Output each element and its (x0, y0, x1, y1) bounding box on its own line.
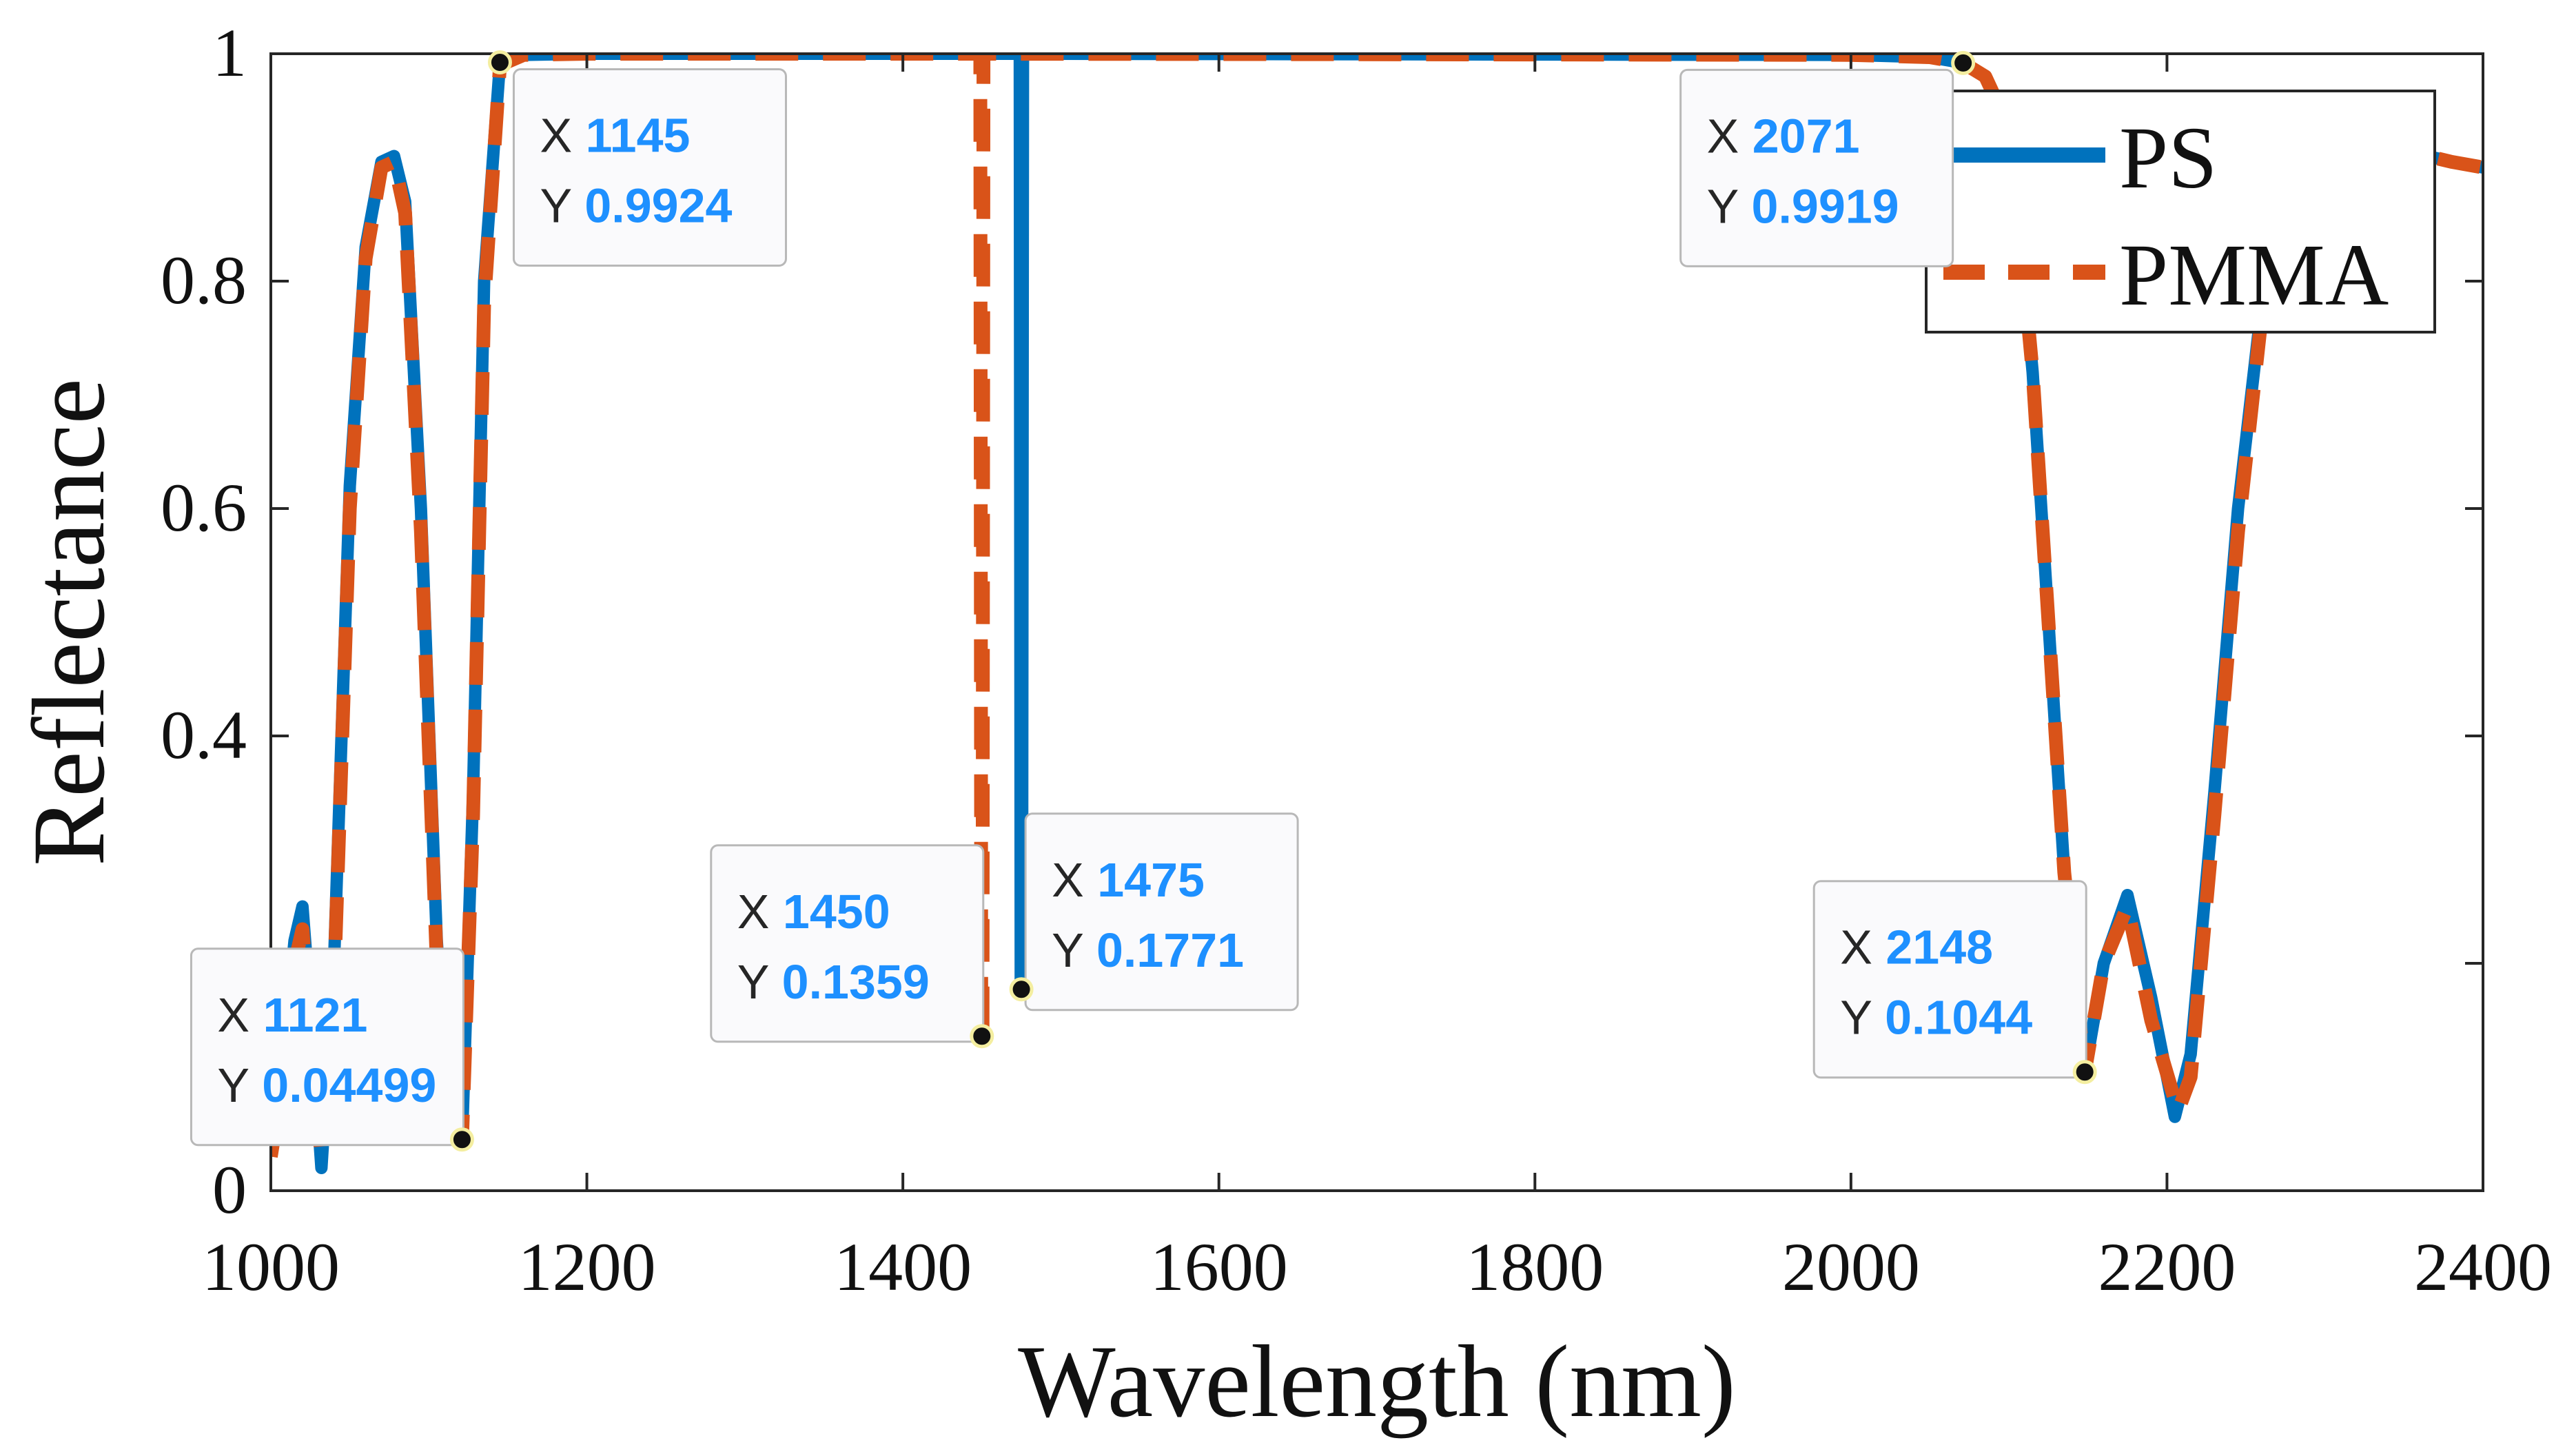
datatip-marker[interactable] (1009, 977, 1034, 1002)
datatip-marker[interactable] (1951, 50, 1976, 75)
datatip-row: X 1475 (1052, 853, 1205, 907)
datatip-value: 0.1044 (1885, 991, 2032, 1045)
datatip-key: Y (540, 179, 584, 233)
datatip-marker[interactable] (2072, 1060, 2097, 1085)
datatip-key: Y (1707, 179, 1752, 233)
x-tick-label: 1400 (834, 1229, 972, 1305)
datatip-key: X (737, 885, 783, 939)
x-tick-label: 1200 (518, 1229, 656, 1305)
x-tick-label: 2000 (1782, 1229, 1920, 1305)
datatip-row: Y 0.9924 (540, 179, 732, 233)
datatip-marker[interactable] (449, 1127, 474, 1152)
datatip-value: 0.1359 (782, 955, 930, 1009)
datatip-row: X 1145 (540, 109, 690, 163)
datatip-marker[interactable] (487, 50, 512, 75)
datatip-value: 0.04499 (262, 1058, 436, 1112)
datatip-value: 0.9919 (1752, 179, 1899, 233)
datatip-value: 2071 (1752, 109, 1860, 163)
datatip-key: X (540, 109, 585, 163)
datatip-key: X (217, 988, 263, 1042)
x-tick-label: 1000 (202, 1229, 340, 1305)
datatip-key: X (1052, 853, 1097, 907)
x-tick-label: 1800 (1466, 1229, 1604, 1305)
datatip-box (512, 68, 787, 267)
y-tick-label: 0.6 (161, 469, 247, 546)
legend: PS PMMA (1925, 90, 2436, 334)
datatip-marker[interactable] (970, 1024, 994, 1049)
series-line-pmma (271, 54, 2483, 1164)
datatip-value: 1450 (783, 885, 890, 939)
datatip-key: X (1707, 109, 1752, 163)
series-layer (271, 54, 2483, 1174)
y-tick-label: 0.4 (161, 697, 247, 773)
datatip-row: X 1450 (737, 885, 890, 939)
datatip-value: 0.9924 (584, 179, 732, 233)
datatip-box (1679, 68, 1954, 267)
datatip-box (1812, 880, 2087, 1079)
legend-box (1925, 90, 2436, 334)
datatip-value: 0.1771 (1096, 923, 1244, 977)
y-axis-ticks: 0 0.4 0.6 0.8 1 (161, 14, 2483, 1228)
x-axis-label: Wavelength (nm) (1018, 1324, 1736, 1439)
datatip-box (190, 947, 464, 1147)
datatip-row: Y 0.1359 (737, 955, 930, 1009)
x-tick-label: 2200 (2098, 1229, 2236, 1305)
x-tick-label: 2400 (2414, 1229, 2552, 1305)
datatip-key: Y (1840, 991, 1885, 1045)
datatip-row: X 2148 (1840, 921, 1993, 974)
axes-box (269, 52, 2484, 1192)
legend-label-pmma: PMMA (2119, 226, 2389, 324)
datatip-row: X 1121 (217, 988, 367, 1042)
datatip-value: 1121 (263, 988, 368, 1042)
datatip-row: Y 0.04499 (217, 1058, 436, 1112)
y-tick-label: 1 (212, 14, 247, 91)
legend-label-ps: PS (2119, 109, 2217, 207)
y-tick-label: 0.8 (161, 242, 247, 318)
datatip-value: 2148 (1886, 921, 1993, 974)
datatip-value: 1145 (586, 109, 691, 163)
datatip-row: Y 0.1771 (1052, 923, 1244, 977)
x-axis-ticks: 1000 1200 1400 1600 1800 2000 2200 2400 (202, 54, 2552, 1305)
datatip-row: Y 0.9919 (1707, 179, 1899, 233)
datatip-key: Y (217, 1058, 262, 1112)
x-tick-label: 1600 (1150, 1229, 1288, 1305)
datatip-key: Y (1052, 923, 1096, 977)
datatip-key: Y (737, 955, 782, 1009)
y-axis-label: Reflectance (12, 378, 126, 866)
datatip-key: X (1840, 921, 1886, 974)
datatip-row: X 2071 (1707, 109, 1860, 163)
y-tick-label: 0 (212, 1151, 247, 1228)
datatip-box (710, 844, 985, 1043)
datatip-value: 1475 (1097, 853, 1205, 907)
datatip-row: Y 0.1044 (1840, 991, 2032, 1045)
datatip-box (1024, 812, 1299, 1012)
